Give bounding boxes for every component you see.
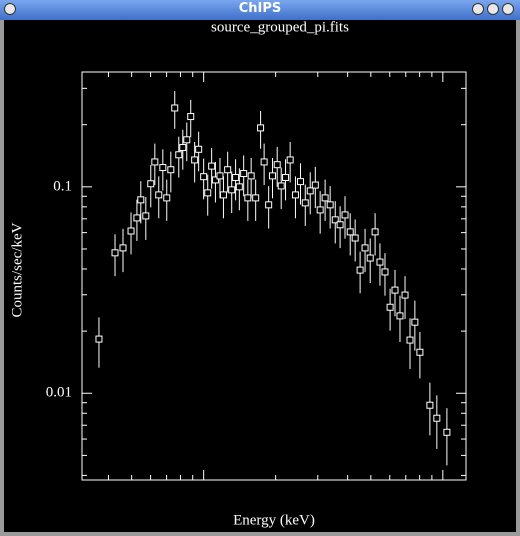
shade-button[interactable] — [472, 3, 484, 15]
data-point — [341, 211, 349, 219]
data-point — [301, 199, 309, 207]
data-point — [133, 214, 141, 222]
data-point — [167, 166, 175, 174]
data-point — [95, 335, 103, 343]
data-point — [257, 124, 265, 132]
data-point — [282, 173, 290, 181]
data-point — [306, 187, 314, 195]
data-point — [433, 414, 441, 422]
data-point — [331, 216, 339, 224]
data-point — [366, 254, 374, 262]
plot-background — [4, 20, 516, 532]
data-point — [191, 156, 199, 164]
data-point — [268, 172, 276, 180]
data-point — [326, 201, 334, 209]
close-button[interactable] — [4, 3, 16, 15]
data-point — [273, 161, 281, 169]
data-point — [252, 194, 260, 202]
data-point — [204, 189, 212, 197]
data-point — [371, 228, 379, 236]
data-point — [247, 172, 255, 180]
data-point — [336, 221, 344, 229]
data-point — [235, 183, 243, 191]
data-point — [216, 172, 224, 180]
data-point — [265, 201, 273, 209]
y-tick-label: 0.1 — [53, 178, 72, 194]
data-point — [376, 258, 384, 266]
plot-frame — [81, 71, 467, 481]
data-point — [208, 162, 216, 170]
data-point — [183, 136, 191, 144]
data-point — [195, 145, 203, 153]
data-point — [361, 244, 369, 252]
data-point — [240, 170, 248, 178]
data-point — [316, 206, 324, 214]
data-point — [296, 178, 304, 186]
data-point — [232, 173, 240, 181]
data-point — [311, 181, 319, 189]
x-axis-label: Energy (keV) — [233, 512, 315, 528]
data-point — [151, 158, 159, 166]
minimize-button[interactable] — [487, 3, 499, 15]
maximize-button[interactable] — [502, 3, 514, 15]
chart: source_grouped_pi.fits Energy (keV) Coun… — [4, 20, 516, 532]
data-point — [277, 182, 285, 190]
data-point — [179, 144, 187, 152]
data-point — [411, 318, 419, 326]
data-point — [187, 113, 195, 121]
data-point — [155, 191, 163, 199]
data-point — [356, 266, 364, 274]
chart-title: source_grouped_pi.fits — [211, 20, 349, 35]
data-point — [159, 164, 167, 172]
data-point — [401, 291, 409, 299]
data-point — [443, 428, 451, 436]
y-axis-label: Counts/sec/keV — [9, 222, 25, 317]
data-point — [163, 194, 171, 202]
data-point — [224, 166, 232, 174]
data-point — [219, 191, 227, 199]
data-point — [171, 104, 179, 112]
data-point — [351, 234, 359, 242]
data-point — [426, 401, 434, 409]
data-point — [200, 173, 208, 181]
data-point — [286, 156, 294, 164]
data-point — [396, 312, 404, 320]
data-point — [291, 191, 299, 199]
data-point — [127, 227, 135, 235]
data-point — [391, 286, 399, 294]
data-point — [111, 249, 119, 257]
data-point — [147, 180, 155, 188]
data-point — [211, 176, 219, 184]
data-point — [142, 212, 150, 220]
data-point — [119, 244, 127, 252]
data-point — [228, 186, 236, 194]
y-tick-label: 0.01 — [46, 385, 72, 401]
data-point — [346, 228, 354, 236]
data-point — [137, 196, 145, 204]
data-point — [386, 303, 394, 311]
data-point — [244, 194, 252, 202]
data-point — [416, 348, 424, 356]
data-point — [381, 268, 389, 276]
data-point — [321, 194, 329, 202]
data-point — [260, 158, 268, 166]
window-title: ChIPS — [238, 1, 282, 16]
data-point — [175, 151, 183, 159]
title-bar: ChIPS — [0, 0, 520, 20]
data-point — [406, 336, 414, 344]
